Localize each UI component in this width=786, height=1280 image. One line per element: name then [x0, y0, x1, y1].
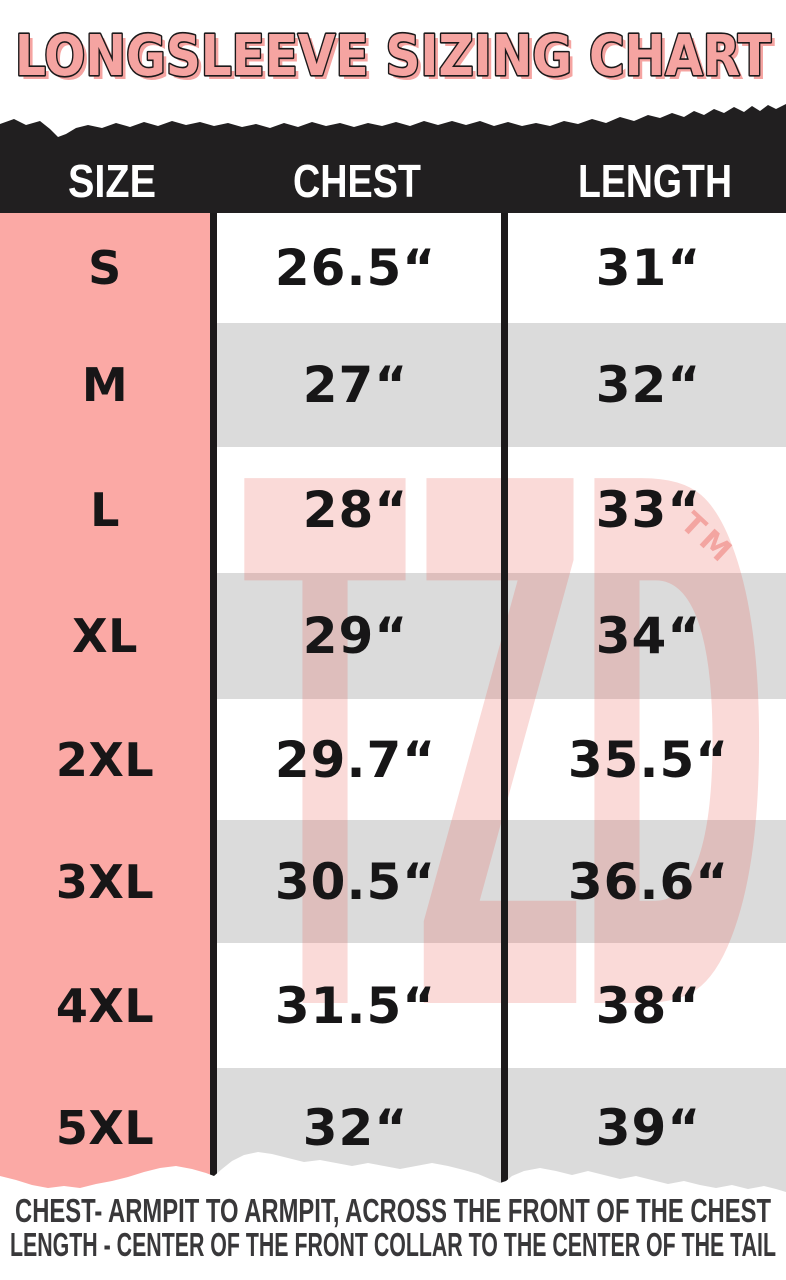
length-cell: 33“: [595, 481, 702, 539]
chest-cell: 32“: [302, 1099, 409, 1157]
table-row: L 28“ 33“: [0, 447, 786, 573]
table-row: 5XL 32“ 39“: [0, 1068, 786, 1188]
length-cell: 38“: [595, 976, 702, 1035]
chest-cell: 29“: [302, 607, 409, 665]
chest-cell: 27“: [302, 356, 409, 414]
size-cell: 2XL: [55, 732, 155, 787]
column-divider: [210, 213, 217, 1213]
chest-cell: 31.5“: [274, 976, 437, 1035]
page-title-block: LONGSLEEVE SIZING CHART LONGSLEEVE SIZIN…: [13, 22, 775, 93]
chest-cell: 26.5“: [274, 239, 437, 297]
table-row: XL 29“ 34“: [0, 573, 786, 699]
length-cell: 39“: [595, 1099, 702, 1157]
size-column-background: [0, 213, 210, 1213]
length-cell: 32“: [595, 356, 702, 414]
size-cell: 3XL: [55, 854, 155, 909]
length-cell: 31“: [595, 239, 702, 297]
size-cell: L: [90, 483, 120, 537]
sizing-table: T Z D TM S 26.5“ 31“ M 27“ 32“ L 28“ 33“…: [0, 213, 786, 1280]
table-row: M 27“ 32“: [0, 323, 786, 447]
column-header-size: SIZE: [68, 155, 156, 207]
table-row: S 26.5“ 31“: [0, 213, 786, 323]
table-row: 3XL 30.5“ 36.6“: [0, 820, 786, 943]
size-cell: M: [81, 358, 129, 412]
row-stripe: [210, 820, 786, 943]
chest-cell: 29.7“: [274, 730, 437, 789]
page-title: LONGSLEEVE SIZING CHART: [15, 24, 771, 89]
column-divider: [501, 213, 508, 1213]
chest-cell: 28“: [302, 481, 409, 539]
row-stripe: [210, 323, 786, 447]
column-header-chest: CHEST: [293, 155, 421, 207]
page-title-shadow: LONGSLEEVE SIZING CHART: [19, 28, 775, 93]
length-cell: 34“: [595, 607, 702, 665]
size-cell: S: [88, 241, 122, 295]
size-cell: 4XL: [55, 978, 155, 1033]
column-header-length: LENGTH: [578, 155, 732, 207]
length-cell: 35.5“: [567, 730, 730, 789]
size-cell: XL: [72, 609, 138, 663]
size-cell: 5XL: [55, 1101, 155, 1155]
row-stripe: [210, 573, 786, 699]
table-header-bar: SIZE CHEST LENGTH: [0, 104, 786, 213]
chest-cell: 30.5“: [274, 852, 437, 911]
torn-edge-top: [0, 104, 786, 213]
length-cell: 36.6“: [567, 852, 730, 911]
table-row: 2XL 29.7“ 35.5“: [0, 699, 786, 820]
table-row: 4XL 31.5“ 38“: [0, 943, 786, 1068]
